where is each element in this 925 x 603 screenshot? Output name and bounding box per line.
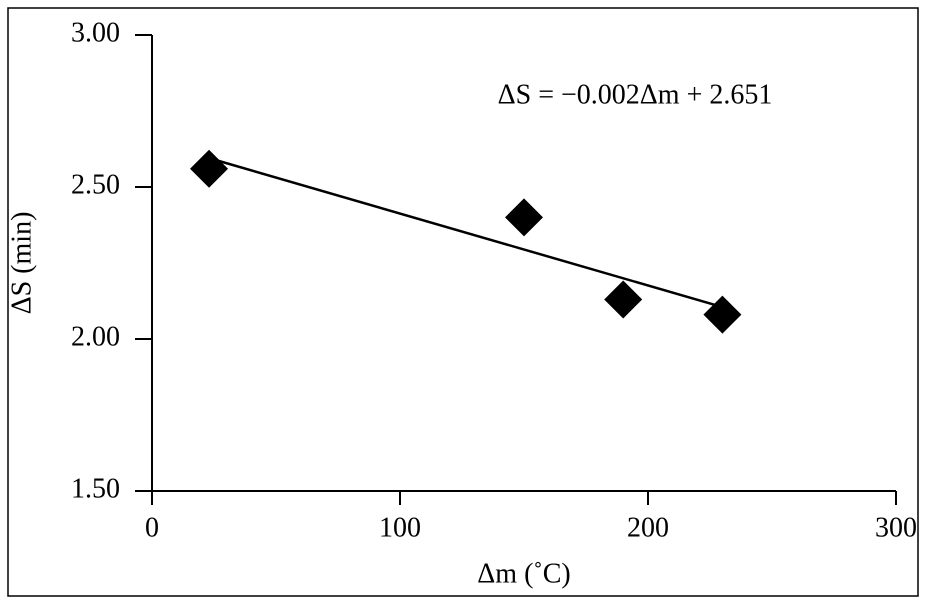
x-tick-label: 300 [875,512,917,543]
point [604,280,643,319]
trendline [208,156,723,309]
equation: ΔS = −0.002Δm + 2.651 [498,79,773,110]
x-axis-label: Δm (˚C) [477,558,570,589]
point [190,149,229,188]
x-tick-label: 0 [145,512,159,543]
y-tick-label: 3.00 [71,17,120,48]
y-tick-label: 2.00 [71,321,120,352]
y-tick-label: 2.50 [71,169,120,200]
x-tick-label: 100 [379,512,421,543]
y-tick-label: 1.50 [71,473,120,504]
x-tick-label: 200 [627,512,669,543]
y-axis-label: ΔS (min) [6,212,37,315]
point [505,198,543,237]
frame [7,7,919,597]
point [703,295,742,334]
